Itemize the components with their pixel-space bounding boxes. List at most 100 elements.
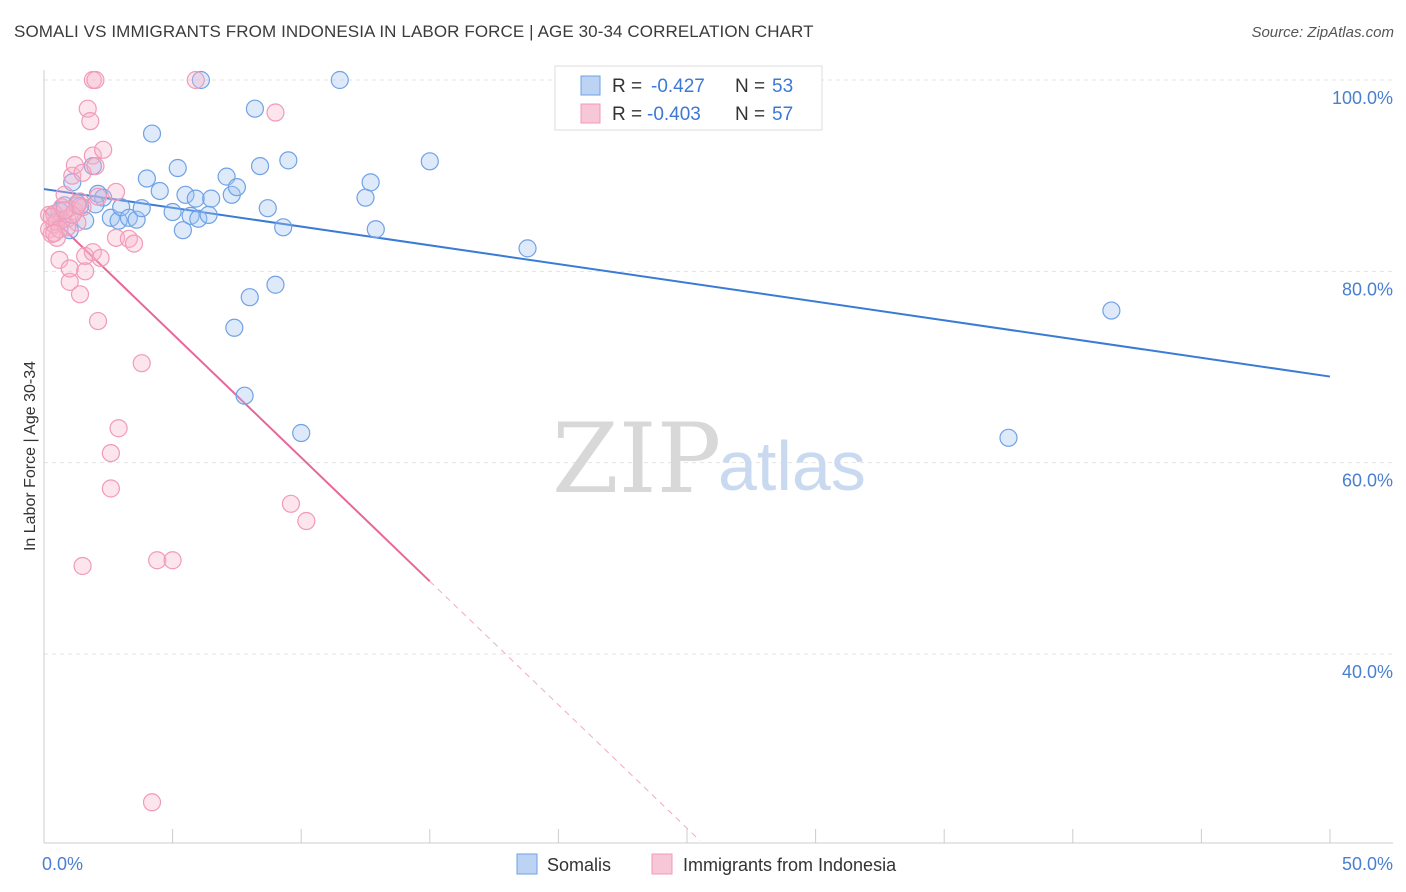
point-somalis — [199, 205, 218, 224]
point-indonesia — [109, 419, 128, 438]
y-tick-labels: 40.0% 60.0% 80.0% 100.0% — [1332, 88, 1393, 682]
point-indonesia — [91, 248, 110, 268]
point-indonesia — [73, 556, 92, 576]
point-somalis — [366, 220, 385, 239]
point-indonesia — [88, 311, 108, 331]
x-tick-label: 0.0% — [42, 854, 83, 874]
point-indonesia — [81, 112, 100, 131]
point-somalis — [279, 151, 298, 170]
point-somalis — [258, 199, 277, 218]
point-indonesia — [60, 259, 79, 278]
point-somalis — [150, 181, 169, 201]
point-indonesia — [266, 103, 285, 122]
stats-legend-n-value-2: 57 — [772, 104, 793, 125]
stats-legend: R = -0.427 N = 53 R = -0.403 N = 57 — [554, 65, 823, 131]
point-somalis — [356, 188, 375, 207]
watermark-atlas: atlas — [718, 427, 866, 505]
point-indonesia — [106, 182, 126, 202]
point-somalis — [168, 158, 187, 178]
point-somalis — [235, 386, 254, 405]
point-somalis — [142, 124, 162, 143]
data-points — [40, 70, 1121, 812]
point-somalis — [420, 152, 439, 171]
bottom-legend-swatch-indonesia — [651, 853, 673, 875]
point-somalis — [266, 275, 285, 294]
point-somalis — [274, 218, 293, 237]
point-indonesia — [186, 70, 205, 90]
point-indonesia — [163, 551, 182, 570]
stats-legend-r-label-1: R = — [612, 76, 642, 97]
point-indonesia — [76, 262, 95, 281]
point-somalis — [250, 157, 270, 176]
source-label: Source: ZipAtlas.com — [1251, 24, 1394, 41]
stats-legend-n-label-2: N = — [735, 104, 765, 125]
y-tick-label: 100.0% — [1332, 88, 1393, 108]
point-somalis — [189, 209, 208, 228]
point-somalis — [137, 169, 156, 188]
y-tick-label: 60.0% — [1342, 471, 1393, 491]
point-somalis — [330, 70, 349, 90]
point-somalis — [176, 185, 195, 204]
axes — [43, 70, 1393, 844]
stats-legend-n-value-1: 53 — [772, 76, 793, 97]
point-indonesia — [148, 551, 167, 570]
stats-legend-r-label-2: R = — [612, 104, 642, 125]
point-indonesia — [297, 511, 316, 531]
bottom-legend-swatch-somalis — [516, 853, 538, 875]
point-indonesia — [106, 228, 126, 247]
point-indonesia — [281, 494, 301, 513]
point-indonesia — [101, 479, 120, 498]
stats-legend-r-value-2: -0.403 — [647, 104, 701, 125]
point-indonesia — [45, 223, 64, 243]
x-tick-label: 50.0% — [1342, 854, 1393, 874]
point-indonesia — [86, 157, 105, 176]
point-indonesia — [88, 187, 108, 206]
point-somalis — [227, 178, 246, 197]
trend-lines — [43, 188, 1331, 841]
y-tick-label: 80.0% — [1342, 279, 1393, 299]
point-somalis — [1102, 301, 1121, 320]
point-somalis — [127, 210, 146, 229]
point-somalis — [245, 99, 265, 118]
point-indonesia — [132, 354, 151, 373]
stats-legend-swatch-indonesia — [580, 103, 601, 124]
point-indonesia — [55, 201, 74, 220]
point-somalis — [361, 173, 380, 192]
point-somalis — [191, 70, 210, 90]
bottom-legend: Somalis Immigrants from Indonesia — [516, 853, 897, 875]
point-somalis — [202, 189, 221, 208]
point-somalis — [999, 428, 1018, 447]
stats-legend-n-label-1: N = — [735, 76, 765, 97]
point-indonesia — [86, 70, 105, 90]
stats-legend-r-value-1: -0.427 — [651, 76, 705, 97]
point-somalis — [240, 288, 259, 307]
watermark-zip: ZIP — [552, 403, 721, 515]
point-indonesia — [55, 185, 74, 204]
grid-lines — [44, 79, 1393, 655]
x-tick-labels: 0.0% 50.0% — [42, 854, 1393, 874]
point-somalis — [292, 423, 311, 443]
bottom-legend-label-somalis: Somalis — [547, 855, 611, 875]
bottom-legend-label-indonesia: Immigrants from Indonesia — [683, 855, 897, 875]
point-indonesia — [70, 285, 90, 304]
point-indonesia — [101, 444, 120, 463]
point-indonesia — [63, 166, 82, 185]
point-indonesia — [83, 146, 102, 165]
chart-title: SOMALI VS IMMIGRANTS FROM INDONESIA IN L… — [14, 22, 814, 41]
point-indonesia — [142, 793, 162, 812]
point-somalis — [225, 318, 244, 337]
point-indonesia — [124, 234, 144, 253]
stats-legend-swatch-somalis — [580, 75, 601, 96]
y-axis-label: In Labor Force | Age 30-34 — [22, 361, 39, 551]
point-somalis — [518, 239, 537, 258]
point-indonesia — [65, 156, 84, 175]
y-tick-label: 40.0% — [1342, 662, 1393, 682]
trend-line-somalis — [43, 188, 1331, 378]
point-somalis — [186, 189, 205, 208]
trend-line-indonesia — [43, 209, 431, 583]
trend-line-indonesia-extension — [429, 580, 701, 841]
point-indonesia — [60, 272, 79, 291]
point-somalis — [132, 199, 151, 218]
point-indonesia — [94, 140, 113, 159]
